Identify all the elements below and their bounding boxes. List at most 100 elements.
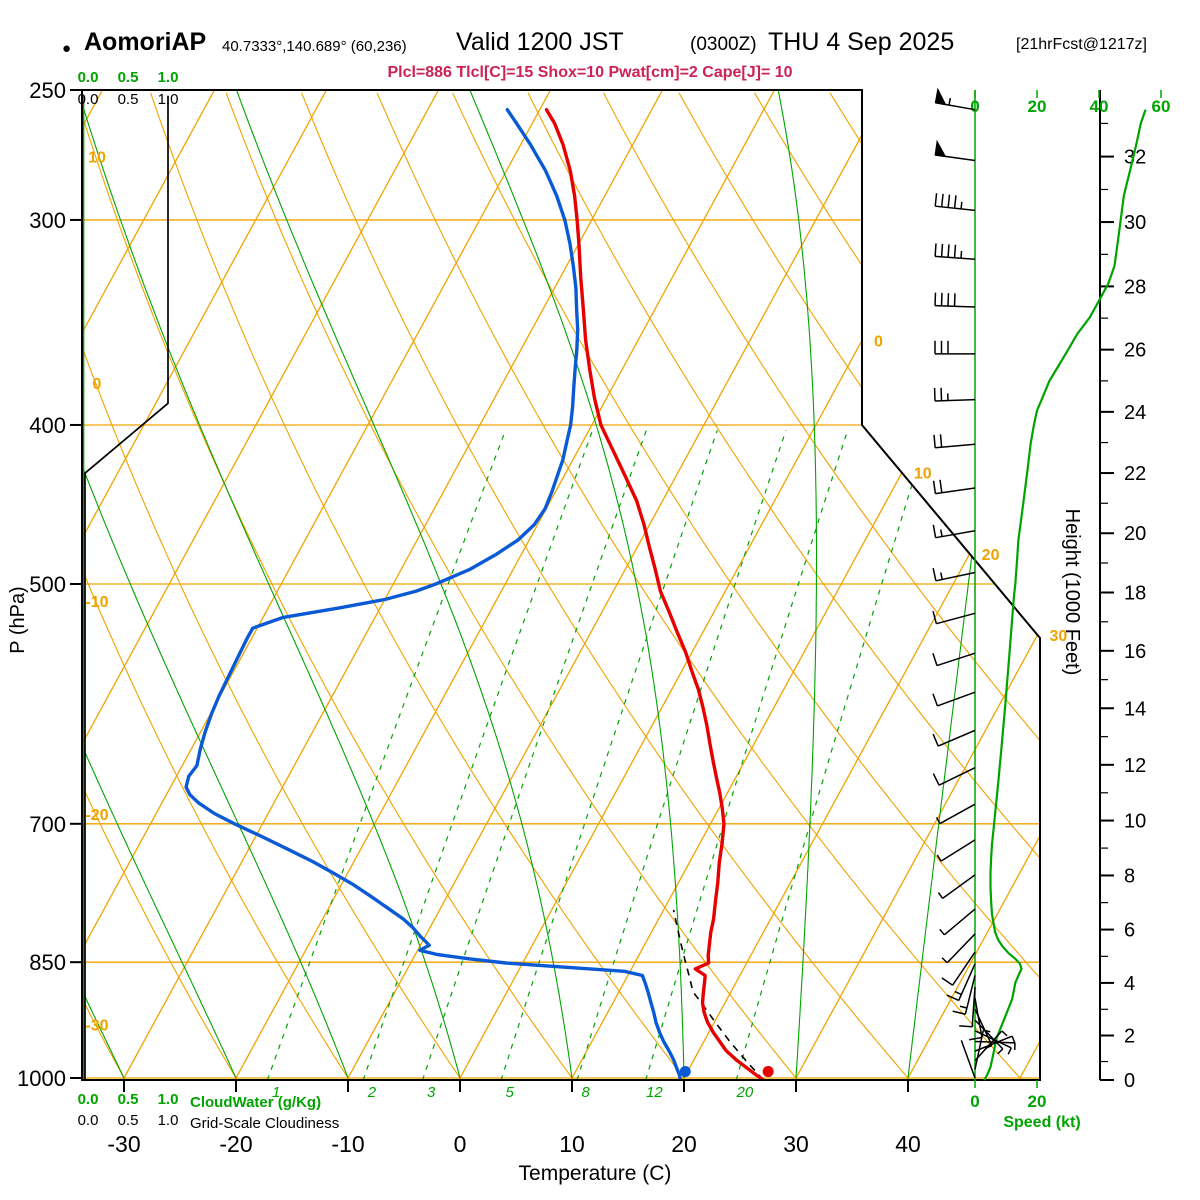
svg-text:10: 10 [88, 150, 106, 167]
svg-text:40: 40 [1090, 97, 1109, 116]
svg-text:4: 4 [1124, 973, 1135, 995]
wind-barb [936, 839, 976, 862]
svg-text:300: 300 [29, 208, 66, 233]
svg-text:14: 14 [1124, 698, 1146, 720]
wind-barb [932, 652, 976, 667]
svg-text:-10: -10 [331, 1131, 364, 1157]
dry-adiabats [82, 92, 1040, 1080]
mixing-ratio-lines [266, 430, 930, 1080]
cloudiness-axis-label: Grid-Scale Cloudiness [190, 1115, 339, 1132]
wind-barb [932, 729, 976, 747]
svg-text:0.0: 0.0 [78, 91, 99, 108]
svg-text:0.0: 0.0 [78, 1112, 99, 1129]
svg-text:500: 500 [29, 572, 66, 597]
svg-text:18: 18 [1124, 582, 1146, 604]
dewpoint-curve [184, 108, 683, 1080]
sounding-parameters: Plcl=886 Tlcl[C]=15 Shox=10 Pwat[cm]=2 C… [387, 64, 793, 81]
wind-barb [932, 479, 976, 495]
cloudwater-axis-label: CloudWater (g/Kg) [190, 1094, 321, 1111]
svg-text:30: 30 [1049, 628, 1067, 645]
surface-dewpoint-dot [679, 1066, 691, 1078]
svg-text:0.5: 0.5 [118, 1091, 139, 1108]
valid-time: Valid 1200 JST [456, 28, 624, 56]
wind-barb [934, 193, 976, 212]
wind-barb [939, 908, 976, 936]
svg-text:40: 40 [895, 1131, 921, 1157]
wind-barb [932, 767, 976, 786]
plot-border [81, 89, 1041, 1081]
svg-text:400: 400 [29, 413, 66, 438]
wind-barb [974, 1035, 1016, 1052]
svg-text:2: 2 [367, 1084, 377, 1101]
surface-temperature-dot [762, 1066, 774, 1078]
svg-text:30: 30 [1124, 212, 1146, 234]
svg-text:8: 8 [582, 1084, 591, 1101]
wind-barb [932, 524, 976, 539]
wind-barb [932, 567, 976, 582]
svg-text:22: 22 [1124, 463, 1146, 485]
dry-adiabat-labels: 10 0 -10 -20 -30 [85, 150, 108, 1035]
svg-text:32: 32 [1124, 147, 1146, 169]
station-name: AomoriAP [84, 28, 207, 56]
svg-text:0: 0 [874, 333, 883, 350]
temperature-axis: -30 -20 -10 0 10 20 30 40 [107, 1080, 921, 1157]
svg-text:20: 20 [982, 547, 1000, 564]
fraction-scales: 0.0 0.0 0.0 0.0 0.5 0.5 0.5 0.5 1.0 1.0 1.0 1.0 [78, 69, 179, 1129]
svg-text:1.0: 1.0 [158, 1112, 179, 1129]
svg-text:30: 30 [783, 1131, 809, 1157]
wind-barb [934, 87, 976, 111]
svg-text:12: 12 [646, 1084, 663, 1101]
temperature-curve [544, 108, 766, 1080]
svg-text:-10: -10 [85, 594, 108, 611]
svg-text:24: 24 [1124, 402, 1146, 424]
speed-axis-label: Speed (kt) [1003, 1114, 1080, 1131]
svg-text:16: 16 [1124, 641, 1146, 663]
forecast-tag: [21hrFcst@1217z] [1016, 36, 1147, 53]
temperature-axis-label: Temperature (C) [519, 1162, 672, 1185]
svg-text:1000: 1000 [17, 1066, 66, 1091]
svg-text:-30: -30 [107, 1131, 140, 1157]
svg-text:-20: -20 [219, 1131, 252, 1157]
svg-text:10: 10 [1124, 811, 1146, 833]
svg-text:20: 20 [736, 1084, 754, 1101]
mixing-ratio-labels: 1 2 3 5 8 12 20 [272, 1084, 754, 1101]
isotherm-labels: 0 10 20 30 [874, 333, 1067, 645]
wind-barb [934, 139, 976, 162]
svg-text:1.0: 1.0 [158, 69, 179, 86]
station-coords: 40.7333°,140.689° (60,236) [222, 38, 407, 55]
wind-barb [941, 933, 976, 964]
svg-text:0: 0 [93, 376, 102, 393]
speed-axis: 0 20 40 60 0 20 [970, 90, 1170, 1111]
cloud-profiles [82, 95, 169, 1080]
isotherm-lines [82, 90, 1040, 1080]
svg-text:26: 26 [1124, 340, 1146, 362]
wind-barb [974, 1030, 1008, 1062]
wind-barb [946, 963, 976, 1002]
svg-text:1: 1 [272, 1084, 280, 1101]
svg-text:0: 0 [1124, 1070, 1135, 1092]
wind-barb [960, 1040, 976, 1079]
wind-barb [974, 1030, 1012, 1055]
svg-text:20: 20 [671, 1131, 697, 1157]
parcel-path [672, 909, 765, 1080]
svg-text:10: 10 [914, 466, 932, 483]
svg-text:-20: -20 [85, 807, 108, 824]
svg-text:12: 12 [1124, 755, 1146, 777]
station-bullet-icon: ● [62, 40, 72, 57]
svg-text:8: 8 [1124, 865, 1135, 887]
wind-barbs [932, 87, 1016, 1079]
svg-text:2: 2 [1124, 1026, 1135, 1048]
svg-text:60: 60 [1152, 97, 1171, 116]
svg-text:1.0: 1.0 [158, 91, 179, 108]
wind-barb [941, 951, 976, 986]
pressure-axis: 250 300 400 500 700 850 1000 [17, 78, 82, 1091]
isobar-lines [82, 219, 1040, 1079]
wind-barb [974, 1019, 1004, 1055]
svg-text:20: 20 [1028, 97, 1047, 116]
wind-barb [974, 1040, 1016, 1051]
chart-generated-content: 1 2 3 5 8 12 20100-10-20-300102030250300400500… [17, 69, 1170, 1157]
wind-barb [933, 434, 976, 449]
svg-text:0: 0 [970, 97, 979, 116]
